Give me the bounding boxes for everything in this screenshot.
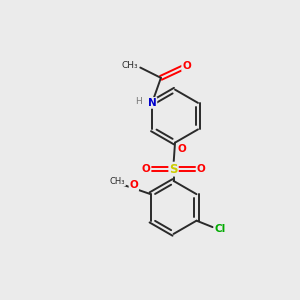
Text: CH₃: CH₃ [110,177,125,186]
Text: N: N [148,98,157,108]
Text: O: O [182,61,191,71]
Text: H: H [136,97,142,106]
Text: S: S [169,163,178,176]
Text: O: O [196,164,205,174]
Text: O: O [177,144,186,154]
Text: Cl: Cl [214,224,226,234]
Text: O: O [142,164,151,174]
Text: CH₃: CH₃ [121,61,138,70]
Text: O: O [129,180,138,190]
